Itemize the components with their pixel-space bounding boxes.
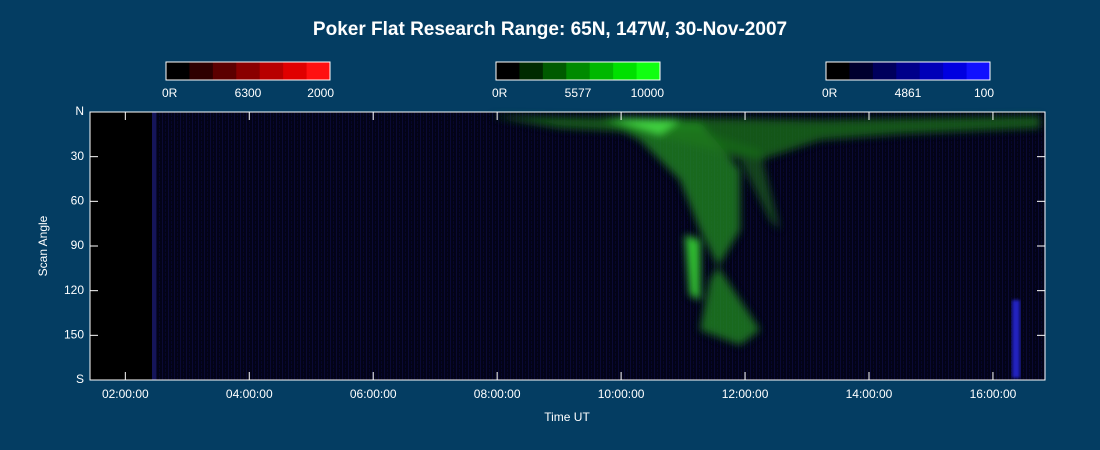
colorbar-swatch (566, 62, 591, 80)
colorbar-frame (495, 61, 661, 81)
colorbar-swatch (166, 62, 190, 80)
colorbar-min-label: 0R (822, 86, 838, 100)
colorbar-max-label: 10000 (631, 86, 665, 100)
colorbar-name: 5577 (565, 86, 592, 100)
colorbar-name: 4861 (895, 86, 922, 100)
colorbar-min-label: 0R (162, 86, 178, 100)
colorbar-swatch (259, 62, 284, 80)
colorbar-swatch (589, 62, 614, 80)
colorbar-swatch (896, 62, 921, 80)
colorbar-swatch (826, 62, 850, 80)
colorbar-name: 6300 (235, 86, 262, 100)
y-tick-label: 90 (71, 238, 85, 252)
colorbar-swatch (919, 62, 944, 80)
x-tick-label: 06:00:00 (350, 387, 397, 401)
y-tick-label: N (75, 104, 84, 118)
x-tick-label: 12:00:00 (722, 387, 769, 401)
x-tick-label: 10:00:00 (598, 387, 645, 401)
sky-noise (152, 112, 1045, 380)
blue-streak (1012, 300, 1020, 378)
colorbar-max-label: 2000 (307, 86, 334, 100)
colorbar-swatch (636, 62, 661, 80)
x-tick-label: 08:00:00 (474, 387, 521, 401)
colorbar-swatch (306, 62, 331, 80)
aurora (490, 116, 1040, 345)
colorbar-frame (165, 61, 331, 81)
colorbar-swatch (236, 62, 261, 80)
x-tick-label: 04:00:00 (226, 387, 273, 401)
y-tick-label: 150 (64, 328, 84, 342)
x-axis-label: Time UT (544, 410, 590, 424)
keogram-image (90, 112, 1045, 380)
colorbar-swatch (283, 62, 308, 80)
y-tick-label: 120 (64, 283, 84, 297)
colorbar-swatch (849, 62, 874, 80)
colorbar-swatch (212, 62, 237, 80)
y-axis-label: Scan Angle (36, 215, 50, 276)
colorbar-swatch (966, 62, 991, 80)
no-data (90, 112, 152, 380)
colorbar-min-label: 0R (492, 86, 508, 100)
colorbar-swatch (872, 62, 897, 80)
x-tick-label: 16:00:00 (970, 387, 1017, 401)
colorbar-swatch (613, 62, 638, 80)
colorbar-swatch (542, 62, 567, 80)
colorbar-swatch (189, 62, 214, 80)
y-tick-label: S (76, 372, 84, 386)
noise-column (152, 112, 156, 380)
colorbar-max-label: 100 (974, 86, 994, 100)
colorbar-swatch (943, 62, 968, 80)
chart-title: Poker Flat Research Range: 65N, 147W, 30… (313, 19, 787, 40)
y-tick-label: 30 (71, 149, 85, 163)
x-tick-label: 02:00:00 (102, 387, 149, 401)
colorbar-swatch (519, 62, 544, 80)
y-tick-label: 60 (71, 194, 85, 208)
colorbar-frame (825, 61, 991, 81)
colorbar-swatch (496, 62, 520, 80)
x-tick-label: 14:00:00 (846, 387, 893, 401)
